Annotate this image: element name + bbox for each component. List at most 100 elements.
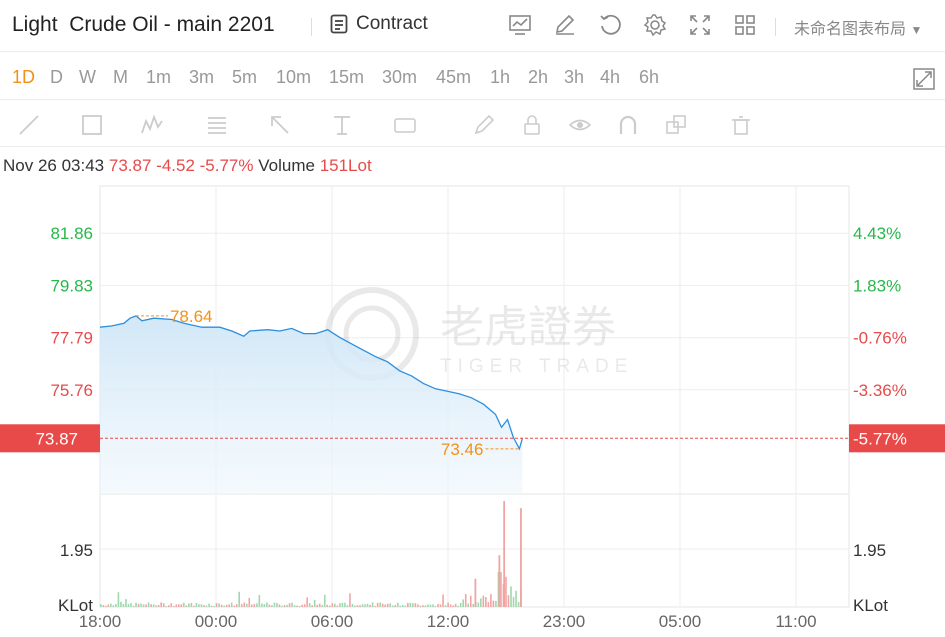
header-divider (311, 18, 312, 36)
volume-bar (515, 590, 517, 607)
layout-dropdown[interactable]: 未命名图表布局 ▼ (794, 15, 922, 39)
volume-bar (240, 604, 243, 607)
current-price-label: 73.87 (35, 429, 78, 448)
volume-bar (180, 604, 183, 607)
arrow-tool-icon[interactable] (268, 113, 292, 137)
interval-10m[interactable]: 10m (276, 67, 312, 87)
volume-bar (250, 604, 253, 607)
volume-bar (457, 605, 459, 607)
watermark-en: TIGER TRADE (440, 356, 633, 377)
interval-30m[interactable]: 30m (382, 67, 418, 87)
time-tick-label: 05:00 (659, 612, 702, 631)
lock-icon[interactable] (520, 113, 544, 137)
trendline-tool-icon[interactable]: ▼ (17, 113, 41, 137)
fullscreen-icon[interactable] (687, 12, 713, 38)
time-tick-label: 06:00 (311, 612, 354, 631)
interval-5m[interactable]: 5m (232, 67, 258, 87)
volume-bar (301, 604, 303, 607)
interval-45m[interactable]: 45m (436, 67, 472, 87)
volume-bar (339, 603, 341, 607)
fibonacci-tool-icon[interactable] (205, 113, 229, 137)
interval-1h[interactable]: 1h (490, 67, 511, 87)
volume-bar (359, 605, 361, 607)
volume-bar (215, 603, 218, 607)
refresh-icon[interactable] (597, 12, 623, 38)
pattern-tool-icon[interactable] (140, 113, 164, 137)
volume-bar (183, 602, 185, 607)
gear-icon[interactable] (642, 12, 668, 38)
price-label-tool-icon[interactable] (393, 113, 417, 137)
magnet-icon[interactable] (616, 113, 640, 137)
volume-bar (472, 603, 475, 607)
volume-bar (490, 594, 492, 607)
grid-layout-icon[interactable] (732, 12, 758, 38)
drawing-toolbar: ▼ (0, 101, 945, 147)
trash-icon[interactable] (729, 113, 753, 137)
volume-bar (366, 603, 369, 607)
pencil-tool-icon[interactable] (472, 113, 496, 137)
volume-bar (167, 605, 170, 607)
volume-bar (447, 602, 449, 607)
volume-bar (386, 603, 389, 607)
volume-bar (268, 604, 271, 607)
volume-bar (409, 602, 412, 607)
volume-bar (162, 603, 165, 607)
volume-bars (100, 501, 522, 607)
volume-bar (482, 595, 485, 607)
contract-button[interactable]: Contract (330, 13, 428, 35)
volume-bar (498, 555, 501, 607)
volume-bar (412, 603, 414, 607)
expand-icon[interactable] (912, 67, 936, 91)
volume-bar (462, 599, 464, 607)
volume-bar (278, 604, 281, 607)
edit-icon[interactable] (552, 12, 578, 38)
pct-tick-label: -3.36% (853, 381, 907, 400)
text-tool-icon[interactable] (330, 113, 354, 137)
interval-d[interactable]: D (50, 67, 63, 87)
volume-bar (132, 605, 135, 607)
layers-icon[interactable] (664, 113, 688, 137)
volume-bar (258, 594, 261, 607)
volume-bar (520, 508, 522, 607)
volume-bar (230, 602, 233, 607)
interval-6h[interactable]: 6h (639, 67, 660, 87)
quote-change-pct: -5.77% (199, 156, 254, 175)
volume-bar (442, 594, 444, 607)
volume-bar (218, 603, 220, 607)
volume-bar (208, 603, 210, 607)
volume-bar (271, 605, 273, 607)
volume-bar (107, 604, 110, 607)
price-tick-label: 77.79 (50, 329, 93, 348)
interval-1m[interactable]: 1m (146, 67, 172, 87)
volume-tick-label: 1.95 (60, 541, 93, 560)
indicator-chart-icon[interactable] (507, 12, 533, 38)
volume-bar (354, 605, 356, 607)
volume-bar (200, 604, 203, 607)
interval-15m[interactable]: 15m (329, 67, 365, 87)
interval-2h[interactable]: 2h (528, 67, 549, 87)
interval-4h[interactable]: 4h (600, 67, 621, 87)
volume-bar (117, 592, 120, 607)
volume-bar (115, 603, 117, 607)
volume-bar (439, 604, 442, 607)
quote-info-line: Nov 26 03:43 73.87 -4.52 -5.77% Volume 1… (3, 156, 372, 176)
interval-w[interactable]: W (79, 67, 96, 87)
interval-3h[interactable]: 3h (564, 67, 585, 87)
interval-3m[interactable]: 3m (189, 67, 215, 87)
volume-bar (424, 605, 427, 607)
volume-bar (225, 604, 228, 607)
quote-price: 73.87 (108, 156, 152, 175)
current-pct-label: -5.77% (853, 429, 907, 448)
rectangle-tool-icon[interactable] (80, 113, 104, 137)
interval-1d[interactable]: 1D (12, 67, 36, 87)
volume-bar (467, 603, 470, 607)
volume-bar (311, 605, 313, 607)
eye-icon[interactable] (568, 113, 592, 137)
volume-bar (474, 578, 477, 607)
time-tick-label: 12:00 (427, 612, 470, 631)
pct-tick-label: 4.43% (853, 224, 901, 243)
volume-bar (220, 604, 223, 607)
interval-m[interactable]: M (113, 67, 128, 87)
volume-bar (125, 599, 127, 607)
